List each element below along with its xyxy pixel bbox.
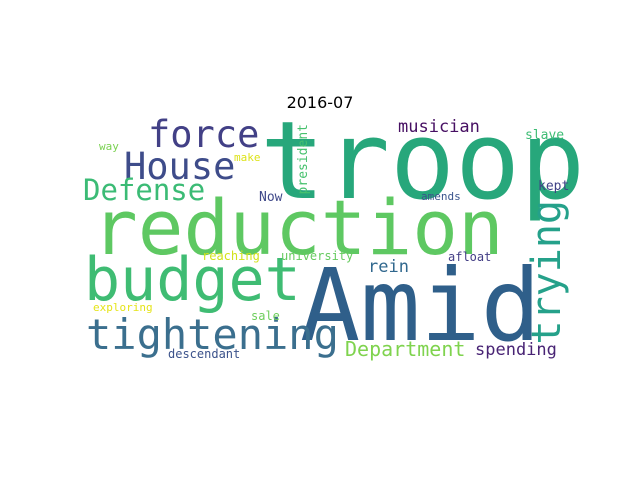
word-rein: rein [368,257,409,277]
word-troop: troop [260,99,586,224]
word-amends: amends [421,190,461,203]
word-tightening: tightening [86,310,339,359]
word-amid: Amid [300,247,541,364]
word-way: way [99,140,119,153]
word-house: House [124,145,236,188]
word-budget: budget [84,245,301,315]
word-trying: trying [524,200,570,345]
word-afloat: afloat [448,250,492,264]
word-reaching: reaching [202,249,260,263]
word-department: Department [345,337,466,361]
word-president: president [296,124,311,195]
word-make: make [234,151,261,164]
word-sale: sale [251,309,280,323]
word-spending: spending [475,340,557,360]
word-now: Now [259,190,283,205]
chart-title: 2016-07 [286,93,354,112]
word-defense: Defense [83,173,206,207]
word-slave: slave [525,128,565,143]
word-reduction: reduction [92,183,504,272]
word-university: university [281,249,354,263]
word-descendant: descendant [168,347,241,361]
word-exploring: exploring [93,301,153,314]
word-musician: musician [398,117,480,137]
word-kept: kept [538,179,570,194]
word-force: force [148,113,260,156]
